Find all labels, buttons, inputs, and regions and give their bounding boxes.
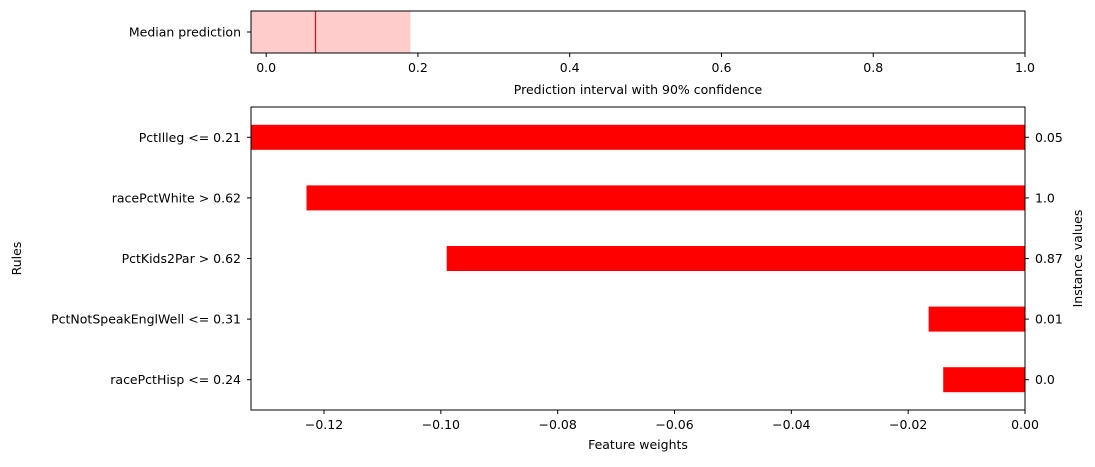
weight-bar — [446, 246, 1025, 271]
interval-x-tick-label: 0.0 — [256, 60, 276, 75]
instance-values-axis-title: Instance values — [1070, 210, 1085, 308]
rule-label: racePctWhite > 0.62 — [112, 190, 241, 205]
interval-x-tick-label: 0.8 — [863, 60, 883, 75]
interval-x-tick-label: 0.2 — [408, 60, 428, 75]
instance-value-label: 0.87 — [1035, 251, 1063, 266]
instance-value-label: 0.05 — [1035, 130, 1063, 145]
weight-bar — [928, 306, 1025, 332]
weights-x-tick-label: −0.02 — [889, 417, 927, 432]
rule-label: racePctHisp <= 0.24 — [110, 372, 241, 387]
instance-value-label: 0.0 — [1035, 372, 1055, 387]
weights-x-tick-label: −0.12 — [305, 417, 343, 432]
instance-values-axis: 0.05 1.0 0.87 0.01 0.0 — [1025, 130, 1063, 387]
interval-x-axis: 0.0 0.2 0.4 0.6 0.8 1.0 — [256, 53, 1035, 75]
weights-x-tick-label: −0.08 — [539, 417, 577, 432]
weights-x-tick-label: −0.10 — [422, 417, 460, 432]
interval-bar — [251, 11, 411, 53]
weights-x-tick-label: −0.06 — [655, 417, 693, 432]
weights-x-tick-label: −0.04 — [772, 417, 810, 432]
rule-label: PctIlleg <= 0.21 — [139, 130, 241, 145]
weights-x-axis-title: Feature weights — [588, 437, 688, 452]
weights-x-tick-label: 0.00 — [1011, 417, 1039, 432]
weight-bars — [251, 124, 1025, 393]
weights-x-axis: −0.12 −0.10 −0.08 −0.06 −0.04 −0.02 0.00 — [305, 410, 1039, 432]
interval-x-axis-title: Prediction interval with 90% confidence — [514, 82, 763, 97]
weights-y-axis-title: Rules — [9, 242, 24, 276]
interval-x-tick-label: 1.0 — [1015, 60, 1035, 75]
interval-x-tick-label: 0.6 — [712, 60, 732, 75]
weights-y-axis: PctIlleg <= 0.21 racePctWhite > 0.62 PctKi… — [51, 130, 251, 387]
weight-bar — [251, 124, 1025, 150]
interval-y-tick-label: Median prediction — [129, 25, 241, 40]
weights-panel: −0.12 −0.10 −0.08 −0.06 −0.04 −0.02 0.00 PctIl… — [9, 106, 1085, 452]
interval-panel: 0.0 0.2 0.4 0.6 0.8 1.0 Median prediction Pre… — [129, 10, 1035, 97]
weight-bar — [943, 367, 1025, 393]
rule-label: PctNotSpeakEnglWell <= 0.31 — [51, 312, 241, 327]
instance-value-label: 1.0 — [1035, 190, 1055, 205]
interval-y-axis: Median prediction — [129, 25, 251, 40]
instance-value-label: 0.01 — [1035, 312, 1063, 327]
rule-label: PctKids2Par > 0.62 — [122, 251, 241, 266]
interval-x-tick-label: 0.4 — [560, 60, 580, 75]
weight-bar — [306, 185, 1025, 211]
